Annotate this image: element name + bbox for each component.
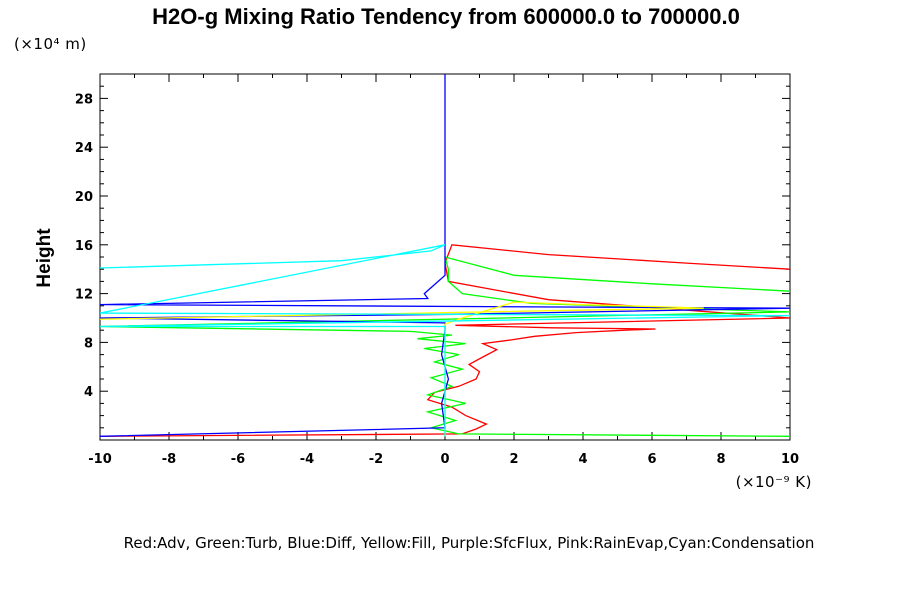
series-line-condensation [100, 244, 790, 437]
x-tick-label: 0 [440, 452, 449, 467]
x-tick-label: 2 [509, 452, 518, 467]
series-layer [100, 74, 790, 437]
y-tick-label: 20 [75, 190, 93, 205]
series-line-fill [100, 301, 704, 437]
y-tick-label: 16 [75, 239, 93, 254]
y-tick-label: 28 [75, 92, 93, 107]
x-tick-label: -2 [369, 452, 383, 467]
x-tick-labels: -10 -8 -6 -4 -2 0 2 4 6 8 10 [88, 452, 799, 467]
x-tick-label: 4 [578, 452, 587, 467]
y-tick-labels: 4 8 12 16 20 24 28 [75, 92, 93, 400]
chart-title: H2O-g Mixing Ratio Tendency from 600000.… [152, 4, 740, 29]
legend-text: Red:Adv, Green:Turb, Blue:Diff, Yellow:F… [124, 534, 815, 552]
x-axis-unit: (×10⁻⁹ K) [736, 473, 812, 491]
x-tick-label: -4 [300, 452, 314, 467]
x-tick-label: 8 [716, 452, 725, 467]
x-tick-label: -10 [88, 452, 112, 467]
x-tick-label: -6 [231, 452, 245, 467]
y-tick-label: 4 [84, 385, 93, 400]
x-tick-label: -8 [162, 452, 176, 467]
y-axis-unit: (×10⁴ m) [14, 35, 87, 53]
y-axis-title: Height [34, 228, 55, 288]
series-line-turb [100, 256, 790, 437]
y-tick-label: 24 [75, 141, 93, 156]
y-tick-label: 8 [84, 336, 93, 351]
y-tick-label: 12 [75, 288, 93, 303]
x-tick-label: 6 [647, 452, 656, 467]
x-tick-label: 10 [781, 452, 799, 467]
